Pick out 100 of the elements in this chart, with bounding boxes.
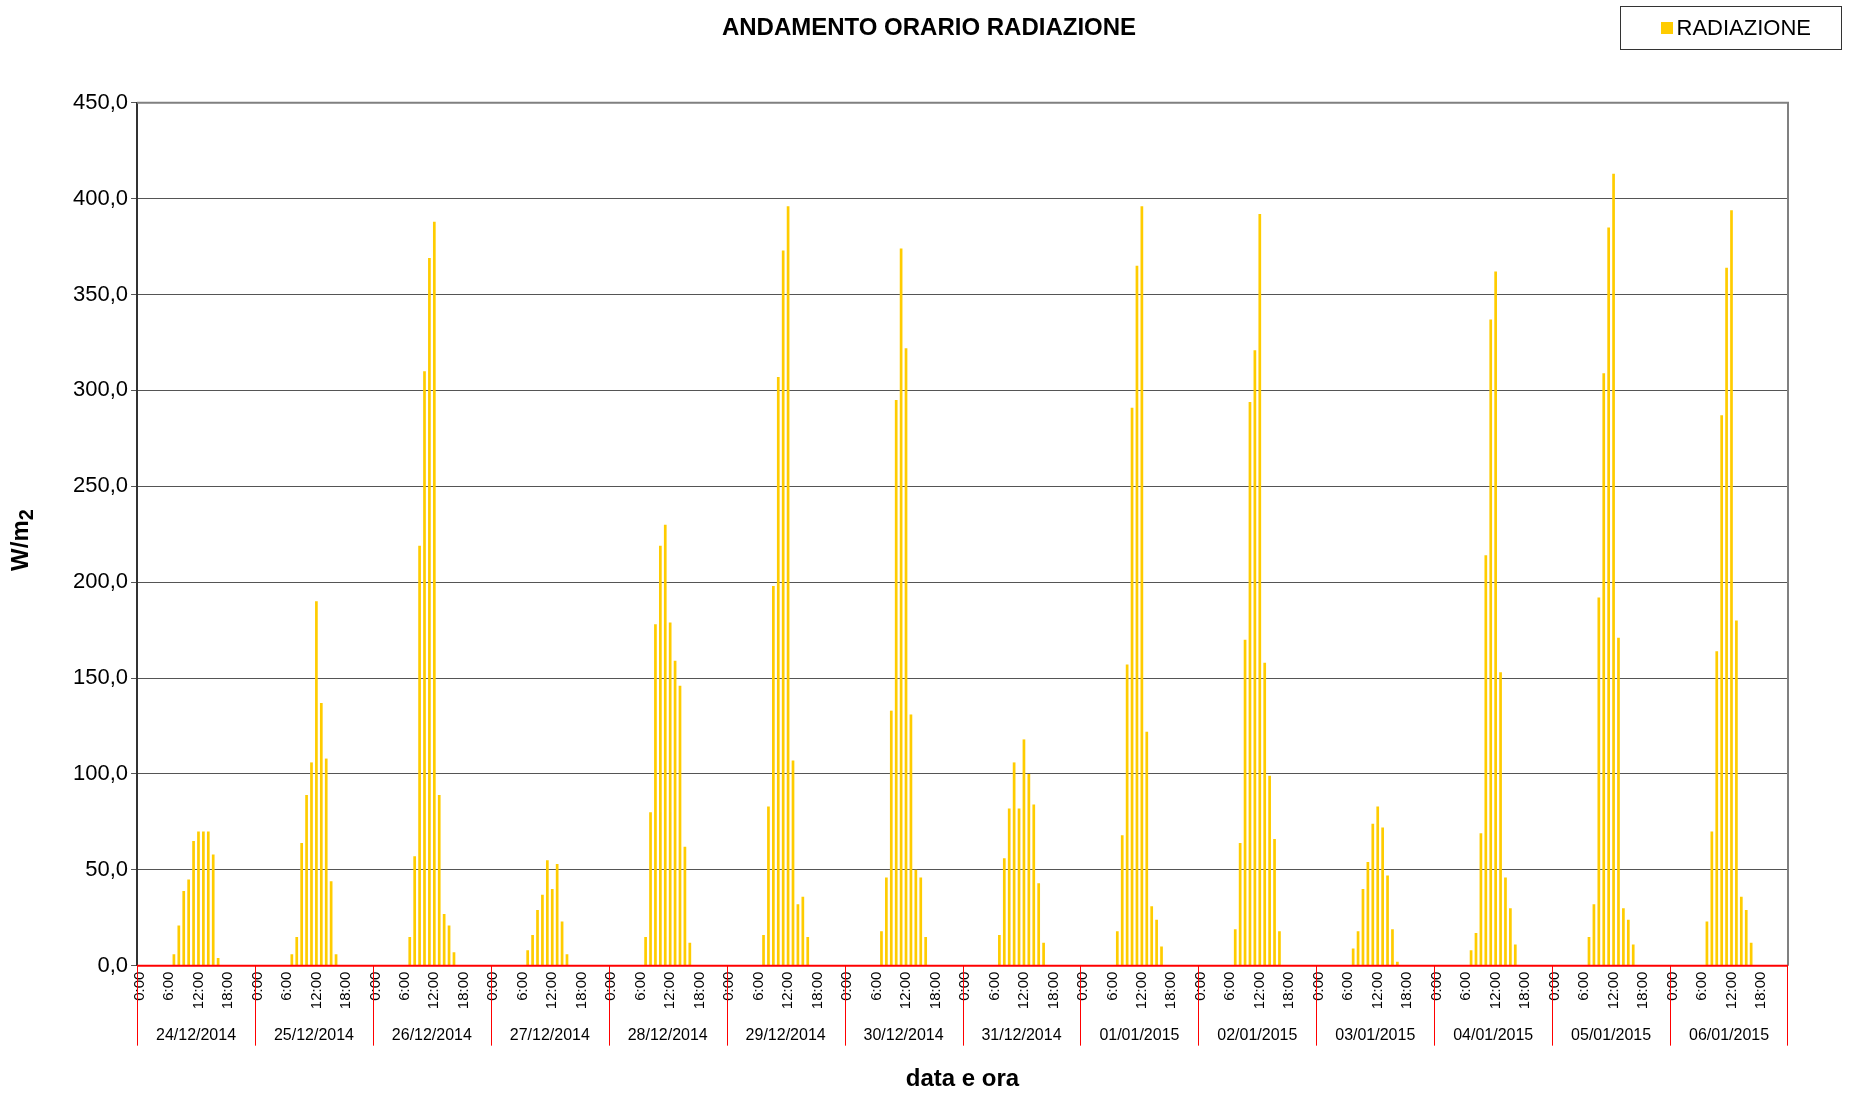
bar (644, 936, 647, 966)
text: 26/12/2014 (391, 1026, 473, 1044)
legend-label: RADIAZIONE (1676, 15, 1811, 41)
bar (880, 931, 883, 966)
x-tick-label: 6:00 (1102, 971, 1120, 1001)
x-tick-label: 18:00 (571, 971, 589, 1010)
bar (1484, 555, 1488, 966)
bar (1278, 931, 1281, 966)
bar (1735, 620, 1738, 966)
text: 04/01/2015 (1453, 1026, 1534, 1044)
bar (206, 831, 210, 966)
bar (1150, 906, 1154, 966)
x-tick-label: 18:00 (1397, 971, 1415, 1010)
bar (1002, 858, 1006, 966)
x-tick-label: 12:00 (1014, 971, 1032, 1010)
x-tick-label: 18:00 (1751, 971, 1769, 1010)
bar (998, 934, 1001, 966)
text: 06/01/2015 (1689, 1026, 1770, 1044)
bar (1115, 931, 1119, 966)
bar (432, 221, 436, 966)
text: 31/12/2014 (981, 1026, 1062, 1044)
bar (531, 934, 534, 966)
bar (413, 856, 417, 966)
x-tick-label: 6:00 (866, 971, 884, 1001)
x-tick-label: 6:00 (394, 971, 412, 1001)
y-tick-label: 250,0 (72, 472, 129, 498)
x-tick-label: 18:00 (218, 971, 236, 1010)
bar (305, 795, 308, 966)
x-tick-label: 6:00 (748, 971, 766, 1001)
text: 01/01/2015 (1099, 1026, 1180, 1044)
bar (541, 894, 544, 966)
x-tick-label: 6:00 (1456, 971, 1474, 1001)
bar (1715, 651, 1719, 966)
bar (536, 910, 539, 966)
bar (550, 888, 554, 966)
bar (668, 622, 672, 966)
bar (1602, 373, 1606, 966)
text: 03/01/2015 (1335, 1026, 1416, 1044)
x-tick-label: 6:00 (630, 971, 648, 1001)
bar (1725, 267, 1728, 966)
x-tick-label: 12:00 (306, 971, 324, 1010)
bar (1626, 919, 1630, 966)
bar (300, 842, 304, 966)
x-axis-title: data e ora (905, 1064, 1020, 1092)
y-tick-label: 100,0 (72, 759, 129, 785)
bar (658, 545, 662, 966)
x-tick-label: 6:00 (159, 971, 177, 1001)
bar (187, 879, 190, 966)
bar (1037, 883, 1041, 966)
bar (319, 702, 323, 966)
text: 24/12/2014 (155, 1026, 237, 1044)
x-tick-label: 12:00 (896, 971, 914, 1010)
bar (1612, 173, 1615, 966)
bar (324, 758, 328, 966)
x-tick-label: 12:00 (1603, 971, 1621, 1010)
bar (1120, 835, 1124, 966)
x-tick-label: 18:00 (807, 971, 825, 1010)
x-tick-label: 12:00 (1485, 971, 1503, 1010)
bar (1386, 875, 1389, 966)
x-tick-label: 12:00 (1132, 971, 1150, 1010)
x-tick-label: 18:00 (689, 971, 707, 1010)
bar (202, 831, 205, 966)
bar (526, 950, 530, 966)
bar (919, 877, 923, 966)
bar (1749, 942, 1753, 966)
bar (182, 890, 186, 966)
bar (767, 806, 770, 966)
bar (1145, 731, 1149, 966)
bar (781, 250, 785, 966)
x-tick-label: 6:00 (1338, 971, 1356, 1001)
bar (1622, 908, 1625, 966)
x-tick-label: 6:00 (1220, 971, 1238, 1001)
bar (423, 371, 426, 966)
bar (1489, 319, 1493, 966)
bar (211, 854, 215, 966)
x-tick-label: 18:00 (1279, 971, 1297, 1010)
x-tick-label: 18:00 (453, 971, 471, 1010)
bar (1710, 831, 1714, 966)
bar (1258, 214, 1262, 966)
x-tick-label: 6:00 (512, 971, 530, 1001)
bar (1376, 806, 1380, 966)
bar (889, 710, 893, 966)
bar (1381, 827, 1384, 966)
bar (924, 936, 928, 966)
x-tick-label: 18:00 (1043, 971, 1061, 1010)
bar (1720, 415, 1724, 966)
bar (315, 601, 318, 966)
x-tick-label: 12:00 (660, 971, 678, 1010)
y-tick-label: 300,0 (72, 376, 129, 402)
bar (1509, 908, 1512, 966)
bar (437, 795, 441, 966)
text: 02/01/2015 (1217, 1026, 1298, 1044)
y-tick-label: 450,0 (72, 88, 129, 114)
bar (1597, 597, 1601, 966)
x-tick-label: 6:00 (1692, 971, 1710, 1001)
bar (1513, 944, 1517, 966)
y-tick-label: 150,0 (72, 664, 129, 690)
x-tick-label: 12:00 (188, 971, 206, 1010)
bar (914, 869, 918, 966)
x-tick-label: 12:00 (424, 971, 442, 1010)
